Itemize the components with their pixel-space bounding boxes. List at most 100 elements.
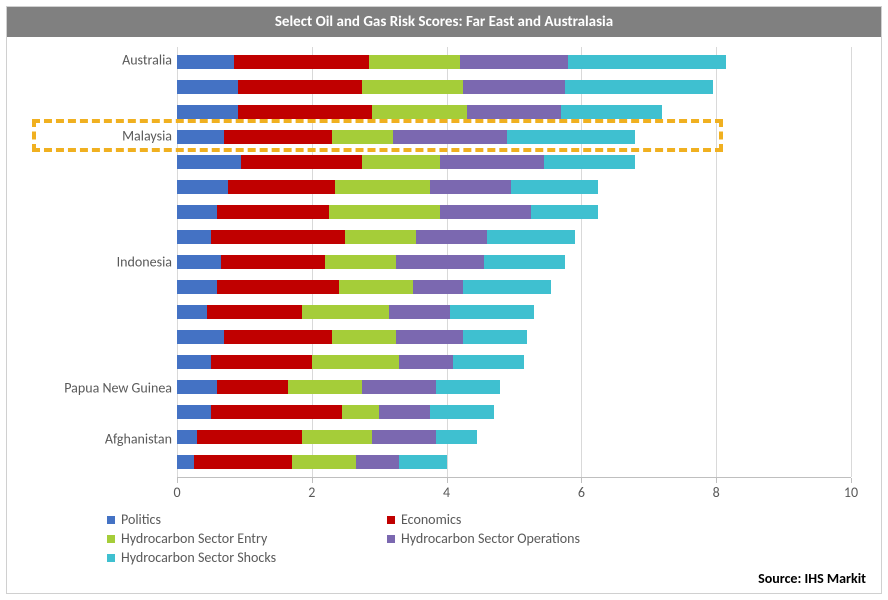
bar-segment-hydrocarbon-sector-operations <box>372 430 436 444</box>
bar-segment-hydrocarbon-sector-entry <box>369 55 460 69</box>
bar-row <box>177 355 851 369</box>
bar-segment-hydrocarbon-sector-operations <box>440 155 544 169</box>
bar-row <box>177 180 851 194</box>
x-axis: 0246810 <box>177 477 851 505</box>
y-label: Australia <box>122 51 172 68</box>
bar-segment-hydrocarbon-sector-shocks <box>453 355 524 369</box>
bar-segment-economics <box>211 230 346 244</box>
bar-segment-economics <box>234 55 369 69</box>
legend-row: Politics Economics <box>107 511 851 528</box>
bar-row <box>177 455 851 469</box>
x-tick-label: 4 <box>443 484 450 501</box>
bar-segment-hydrocarbon-sector-entry <box>332 130 393 144</box>
bar-segment-politics <box>177 330 224 344</box>
bar-segment-hydrocarbon-sector-entry <box>325 255 396 269</box>
x-tick-label: 10 <box>844 484 858 501</box>
bar-segment-hydrocarbon-sector-entry <box>339 280 413 294</box>
bar-segment-hydrocarbon-sector-shocks <box>544 155 635 169</box>
bar-segment-hydrocarbon-sector-operations <box>430 180 511 194</box>
legend-swatch <box>107 554 115 562</box>
bar-segment-politics <box>177 405 211 419</box>
legend-item: Hydrocarbon Sector Entry <box>107 530 357 547</box>
y-axis-labels: Australia Malaysia Indonesia Papua New Guin… <box>7 47 172 477</box>
bar-segment-hydrocarbon-sector-shocks <box>531 205 598 219</box>
y-label: Indonesia <box>117 254 172 271</box>
bar-segment-politics <box>177 205 217 219</box>
bar-segment-hydrocarbon-sector-operations <box>396 330 463 344</box>
legend-label: Politics <box>121 511 161 528</box>
bars-group <box>177 49 851 475</box>
x-tick <box>177 478 178 483</box>
bar-row <box>177 330 851 344</box>
plot-wrap: Australia Malaysia Indonesia Papua New Guin… <box>7 47 881 505</box>
bar-segment-economics <box>224 130 332 144</box>
legend-item: Hydrocarbon Sector Operations <box>387 530 637 547</box>
bar-segment-hydrocarbon-sector-operations <box>440 205 531 219</box>
bar-segment-politics <box>177 105 238 119</box>
bar-segment-hydrocarbon-sector-operations <box>399 355 453 369</box>
bar-segment-hydrocarbon-sector-operations <box>396 255 484 269</box>
bar-segment-economics <box>211 405 342 419</box>
bar-segment-hydrocarbon-sector-entry <box>342 405 379 419</box>
bar-segment-hydrocarbon-sector-entry <box>312 355 400 369</box>
x-tick <box>716 478 717 483</box>
bar-segment-politics <box>177 255 221 269</box>
bar-segment-hydrocarbon-sector-operations <box>393 130 508 144</box>
bar-segment-hydrocarbon-sector-operations <box>416 230 487 244</box>
bar-segment-politics <box>177 355 211 369</box>
legend-swatch <box>387 516 395 524</box>
x-tick-label: 0 <box>173 484 180 501</box>
bar-segment-hydrocarbon-sector-entry <box>372 105 466 119</box>
bar-segment-politics <box>177 280 217 294</box>
legend-label: Economics <box>401 511 461 528</box>
bar-segment-hydrocarbon-sector-entry <box>302 305 390 319</box>
bar-row <box>177 155 851 169</box>
bar-segment-hydrocarbon-sector-shocks <box>561 105 662 119</box>
bar-segment-economics <box>228 180 336 194</box>
bar-segment-hydrocarbon-sector-shocks <box>399 455 446 469</box>
bar-segment-politics <box>177 130 224 144</box>
bar-segment-politics <box>177 380 217 394</box>
bar-segment-economics <box>207 305 301 319</box>
bar-row <box>177 205 851 219</box>
bar-row <box>177 230 851 244</box>
bar-segment-economics <box>194 455 292 469</box>
bar-segment-economics <box>217 280 338 294</box>
bar-segment-hydrocarbon-sector-shocks <box>507 130 635 144</box>
legend-swatch <box>107 535 115 543</box>
bar-segment-hydrocarbon-sector-shocks <box>450 305 534 319</box>
bar-segment-economics <box>217 205 328 219</box>
bar-segment-hydrocarbon-sector-entry <box>335 180 429 194</box>
y-label: Papua New Guinea <box>64 380 172 397</box>
bar-segment-hydrocarbon-sector-operations <box>389 305 450 319</box>
bar-segment-hydrocarbon-sector-shocks <box>484 255 565 269</box>
x-tick-label: 2 <box>308 484 315 501</box>
y-label: Malaysia <box>122 127 172 144</box>
x-tick <box>447 478 448 483</box>
legend-swatch <box>387 535 395 543</box>
bar-segment-hydrocarbon-sector-entry <box>292 455 356 469</box>
bar-segment-hydrocarbon-sector-entry <box>345 230 416 244</box>
bar-segment-hydrocarbon-sector-entry <box>332 330 396 344</box>
bar-row <box>177 430 851 444</box>
bar-segment-politics <box>177 80 238 94</box>
source-label: Source: IHS Markit <box>758 570 866 587</box>
bar-segment-hydrocarbon-sector-shocks <box>463 330 527 344</box>
bar-segment-economics <box>224 330 332 344</box>
bar-segment-hydrocarbon-sector-entry <box>362 155 440 169</box>
bar-row <box>177 280 851 294</box>
bar-row <box>177 55 851 69</box>
bar-segment-hydrocarbon-sector-shocks <box>511 180 599 194</box>
bar-segment-hydrocarbon-sector-entry <box>329 205 440 219</box>
bar-segment-politics <box>177 230 211 244</box>
bar-segment-hydrocarbon-sector-shocks <box>436 430 476 444</box>
legend-row: Hydrocarbon Sector Shocks <box>107 549 851 566</box>
bar-row <box>177 255 851 269</box>
bar-segment-hydrocarbon-sector-entry <box>302 430 373 444</box>
bar-segment-hydrocarbon-sector-shocks <box>463 280 551 294</box>
bar-segment-economics <box>238 80 363 94</box>
bar-segment-politics <box>177 155 241 169</box>
legend: Politics Economics Hydrocarbon Sector Entr… <box>107 511 851 568</box>
x-tick <box>312 478 313 483</box>
chart-container: Select Oil and Gas Risk Scores: Far East… <box>6 6 882 594</box>
